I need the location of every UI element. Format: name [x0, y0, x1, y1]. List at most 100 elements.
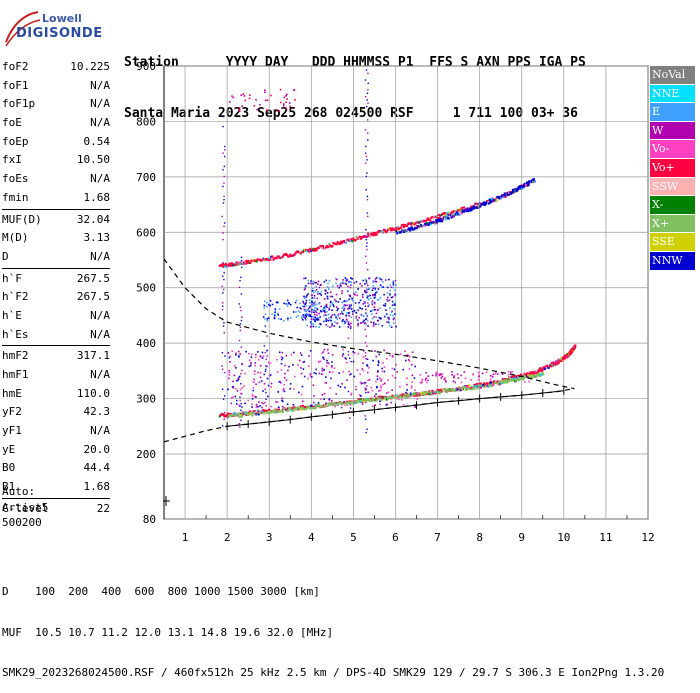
- echo-point: [337, 313, 340, 316]
- echo-point: [325, 290, 327, 293]
- echo-point: [259, 405, 261, 407]
- trace-point: [268, 408, 271, 411]
- echo-point: [318, 317, 320, 319]
- echo-point: [345, 300, 348, 303]
- echo-point: [348, 298, 350, 301]
- legend-item: NNE: [650, 84, 695, 104]
- trace-point: [390, 229, 393, 232]
- legend-item: E: [650, 103, 695, 122]
- echo-point: [354, 302, 357, 304]
- echo-point: [371, 389, 374, 392]
- echo-point: [316, 317, 319, 320]
- trace-point: [429, 219, 432, 222]
- trace-point: [393, 228, 396, 232]
- trace-point: [560, 356, 563, 360]
- echo-point: [364, 381, 367, 384]
- trace-point: [489, 201, 493, 204]
- trace-point: [404, 393, 408, 396]
- echo-point: [457, 377, 460, 379]
- echo-point: [276, 301, 279, 303]
- trace-point: [299, 252, 302, 255]
- echo-point: [326, 292, 329, 294]
- param-value: N/A: [90, 249, 110, 263]
- echo-point: [273, 317, 276, 320]
- trace-point: [300, 408, 303, 411]
- echo-point: [411, 351, 414, 354]
- param-value: 10.50: [76, 153, 110, 167]
- echo-point: [492, 373, 495, 376]
- param-key: D: [2, 249, 9, 263]
- echo-point: [324, 308, 326, 310]
- echo-point: [280, 358, 283, 361]
- echo-point: [255, 353, 257, 356]
- echo-point: [335, 282, 337, 285]
- echo-point: [300, 367, 302, 369]
- echo-point: [345, 358, 347, 360]
- echo-point: [326, 349, 329, 352]
- echo-point: [391, 300, 394, 303]
- echo-point: [295, 299, 298, 302]
- echo-point: [288, 365, 290, 368]
- param-value: N/A: [90, 308, 110, 322]
- trace-point: [286, 254, 289, 257]
- y-tick-label: 600: [136, 226, 156, 239]
- trace-point: [500, 379, 503, 382]
- trace-point: [495, 198, 498, 202]
- echo-point: [315, 311, 318, 314]
- echo-point: [325, 279, 328, 282]
- echo-point: [365, 282, 368, 284]
- echo-point: [221, 285, 223, 287]
- trace-point: [416, 392, 419, 395]
- trace-point: [294, 252, 297, 255]
- trace-point: [238, 415, 241, 418]
- echo-point: [376, 386, 378, 389]
- echo-point: [327, 282, 329, 285]
- echo-point: [318, 302, 320, 305]
- trace-point: [471, 387, 474, 391]
- echo-point: [358, 393, 361, 396]
- trace-point: [396, 232, 399, 235]
- trace-point: [465, 209, 469, 213]
- param-key: MUF(D): [2, 212, 42, 226]
- echo-point: [273, 316, 276, 319]
- echo-point: [363, 319, 365, 322]
- echo-point: [371, 313, 373, 315]
- echo-point: [440, 377, 443, 379]
- echo-point: [265, 398, 267, 400]
- echo-point: [319, 309, 322, 312]
- echo-point: [322, 308, 324, 311]
- echo-point: [324, 292, 327, 295]
- echo-point: [378, 277, 381, 279]
- echo-point: [350, 277, 352, 279]
- echo-point: [391, 374, 394, 377]
- echo-point: [324, 311, 326, 314]
- echo-point: [366, 99, 368, 101]
- echo-point: [346, 299, 349, 302]
- trace-point: [438, 216, 441, 219]
- echo-point: [255, 404, 258, 407]
- param-row: yF1 N/A: [2, 422, 110, 441]
- echo-point: [365, 335, 367, 337]
- trace-point: [510, 379, 513, 382]
- echo-point: [265, 391, 267, 394]
- trace-point: [460, 207, 463, 210]
- trace-point: [487, 385, 490, 388]
- trace-point: [391, 394, 394, 397]
- trace-point: [446, 215, 449, 218]
- trace-point: [442, 212, 446, 215]
- trace-point: [340, 242, 343, 245]
- trace-point: [400, 230, 403, 233]
- param-key: foE: [2, 116, 22, 130]
- echo-point: [336, 318, 339, 321]
- echo-point: [414, 389, 416, 391]
- echo-point: [240, 266, 243, 269]
- param-row: foE N/A: [2, 114, 110, 133]
- echo-point: [222, 302, 224, 304]
- trace-point: [456, 388, 459, 391]
- echo-point: [350, 284, 352, 286]
- echo-point: [371, 289, 374, 292]
- trace-point: [522, 378, 525, 381]
- echo-point: [490, 378, 492, 380]
- echo-point: [228, 101, 231, 103]
- trace-point: [268, 412, 271, 415]
